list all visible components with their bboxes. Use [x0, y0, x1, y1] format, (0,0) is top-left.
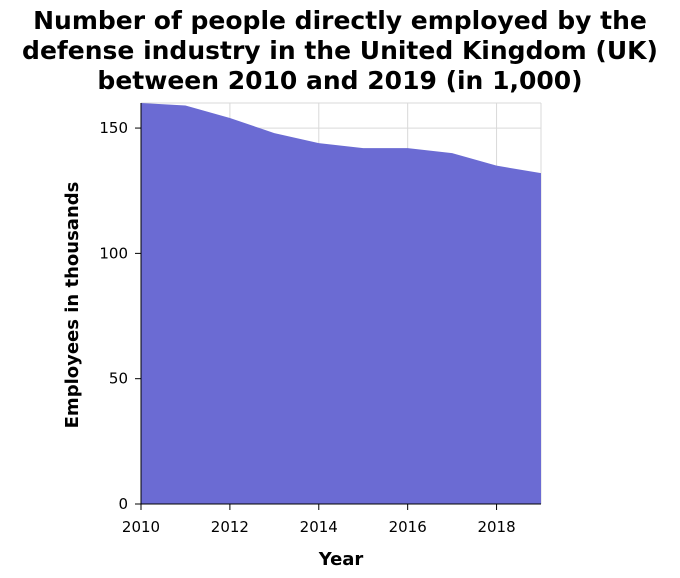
x-tick-label: 2010	[122, 518, 160, 536]
chart-title-line-3: between 2010 and 2019 (in 1,000)	[97, 66, 583, 95]
axes	[135, 103, 541, 510]
area-layer	[140, 102, 542, 504]
y-tick-label: 50	[109, 370, 128, 388]
x-tick-label: 2014	[300, 518, 338, 536]
chart-title-line-2: defense industry in the United Kingdom (…	[22, 36, 658, 65]
chart-title: Number of people directly employed by th…	[0, 6, 680, 96]
x-tick-label: 2018	[477, 518, 515, 536]
x-tick-label: 2016	[389, 518, 427, 536]
chart-title-line-1: Number of people directly employed by th…	[33, 6, 647, 35]
area-series	[141, 103, 541, 504]
y-axis-label: Employees in thousands	[62, 182, 83, 429]
tick-labels: 2010 2012 2014 2016 2018 0 50 100 150	[99, 119, 515, 536]
x-axis-label: Year	[318, 549, 364, 570]
y-tick-label: 0	[118, 495, 128, 513]
x-tick-label: 2012	[211, 518, 249, 536]
y-tick-label: 150	[99, 119, 128, 137]
y-tick-label: 100	[99, 244, 128, 262]
